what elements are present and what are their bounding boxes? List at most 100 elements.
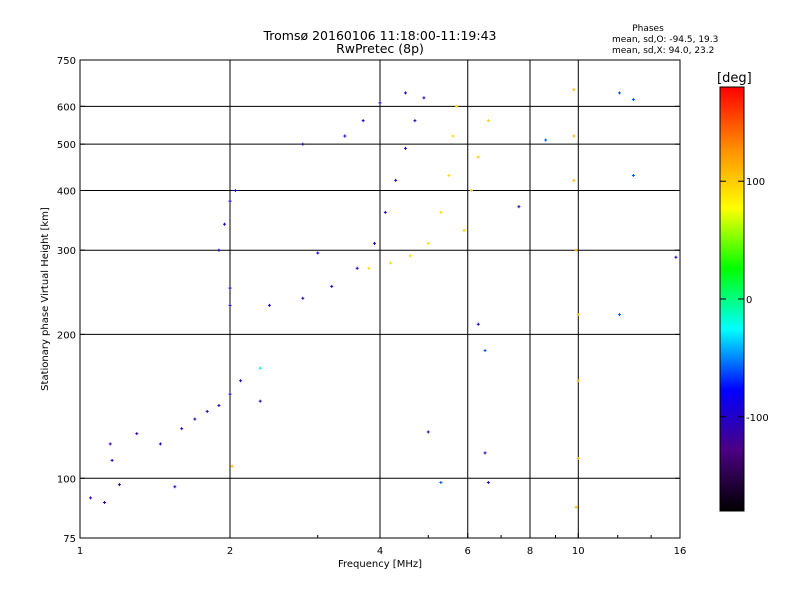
data-point — [574, 248, 578, 252]
data-point — [355, 266, 359, 270]
data-point — [426, 241, 430, 245]
data-point — [267, 303, 271, 307]
data-point — [389, 261, 393, 265]
data-point — [228, 392, 232, 396]
data-point — [483, 451, 487, 455]
data-point — [439, 480, 443, 484]
x-tick-label: 16 — [674, 546, 687, 557]
data-point — [330, 284, 334, 288]
x-tick-label: 4 — [377, 546, 383, 557]
data-point — [233, 188, 237, 192]
data-point — [223, 222, 227, 226]
data-point — [135, 432, 139, 436]
colorbar-tick-label: 100 — [746, 177, 765, 188]
data-point — [394, 178, 398, 182]
x-tick-label: 1 — [77, 546, 83, 557]
data-point — [476, 322, 480, 326]
data-point — [572, 178, 576, 182]
colorbar-ticks: 100 0 -100 — [720, 177, 769, 424]
data-point — [228, 199, 232, 203]
data-point — [439, 210, 443, 214]
stats-heading: Phases — [632, 24, 664, 34]
data-point — [173, 485, 177, 489]
data-point — [367, 266, 371, 270]
data-point — [228, 303, 232, 307]
y-tick-label: 400 — [57, 186, 76, 197]
data-point — [158, 442, 162, 446]
y-axis-label: Stationary phase Virtual Height [km] — [40, 207, 51, 391]
data-point — [413, 119, 417, 123]
data-point — [422, 96, 426, 100]
data-point — [469, 188, 473, 192]
data-point — [180, 427, 184, 431]
data-point — [455, 104, 459, 108]
data-point — [447, 173, 451, 177]
x-tick-label: 2 — [227, 546, 233, 557]
y-tick-label: 500 — [57, 140, 76, 151]
data-point — [373, 241, 377, 245]
stats-line-o: mean, sd,O: -94.5, 19.3 — [612, 35, 718, 45]
data-point — [217, 403, 221, 407]
data-point — [576, 379, 580, 383]
data-point — [378, 101, 382, 105]
data-point — [110, 458, 114, 462]
data-point — [403, 146, 407, 150]
data-point — [486, 480, 490, 484]
data-point — [205, 409, 209, 413]
x-tick-label: 8 — [527, 546, 533, 557]
data-point — [572, 134, 576, 138]
data-point — [301, 296, 305, 300]
grid-lines — [80, 60, 680, 538]
data-point — [544, 138, 548, 142]
data-point — [462, 228, 466, 232]
data-point — [108, 442, 112, 446]
data-point — [483, 349, 487, 353]
data-point — [258, 366, 262, 370]
y-tick-label: 75 — [63, 534, 76, 545]
y-tick-label: 100 — [57, 474, 76, 485]
data-point — [193, 417, 197, 421]
data-point — [301, 142, 305, 146]
colorbar-tick-label: 0 — [746, 295, 752, 306]
data-point — [631, 173, 635, 177]
y-tick-label: 300 — [57, 246, 76, 257]
data-point — [576, 456, 580, 460]
x-tick-label: 10 — [572, 546, 585, 557]
data-point — [517, 205, 521, 209]
data-point — [228, 286, 232, 290]
x-tick-label: 6 — [465, 546, 471, 557]
data-point — [576, 313, 580, 317]
data-point — [217, 248, 221, 252]
data-point — [403, 91, 407, 95]
stats-line-x: mean, sd,X: 94.0, 23.2 — [612, 46, 714, 56]
chart-subtitle: RwPretec (8p) — [336, 41, 424, 56]
data-point — [408, 254, 412, 258]
y-tick-label: 600 — [57, 102, 76, 113]
x-axis-label: Frequency [MHz] — [338, 559, 422, 570]
data-point — [103, 500, 107, 504]
data-point — [343, 134, 347, 138]
data-point — [574, 505, 578, 509]
data-point — [361, 119, 365, 123]
data-point — [89, 496, 93, 500]
data-point — [383, 210, 387, 214]
data-point — [316, 251, 320, 255]
data-point — [674, 255, 678, 259]
colorbar-label: [deg] — [717, 71, 752, 86]
y-tick-label: 750 — [57, 56, 76, 67]
data-point — [631, 98, 635, 102]
y-axis-ticks: 75 100 200 300 400 500 600 750 — [57, 56, 680, 545]
data-point — [618, 91, 622, 95]
data-point — [451, 134, 455, 138]
echo-points — [89, 88, 678, 509]
data-point — [230, 464, 234, 468]
data-point — [258, 399, 262, 403]
data-point — [572, 88, 576, 92]
data-point — [426, 430, 430, 434]
data-point — [476, 155, 480, 159]
x-axis-ticks: 1 2 4 6 8 10 16 — [77, 533, 687, 557]
colorbar-tick-label: -100 — [746, 413, 769, 424]
data-point — [239, 379, 243, 383]
